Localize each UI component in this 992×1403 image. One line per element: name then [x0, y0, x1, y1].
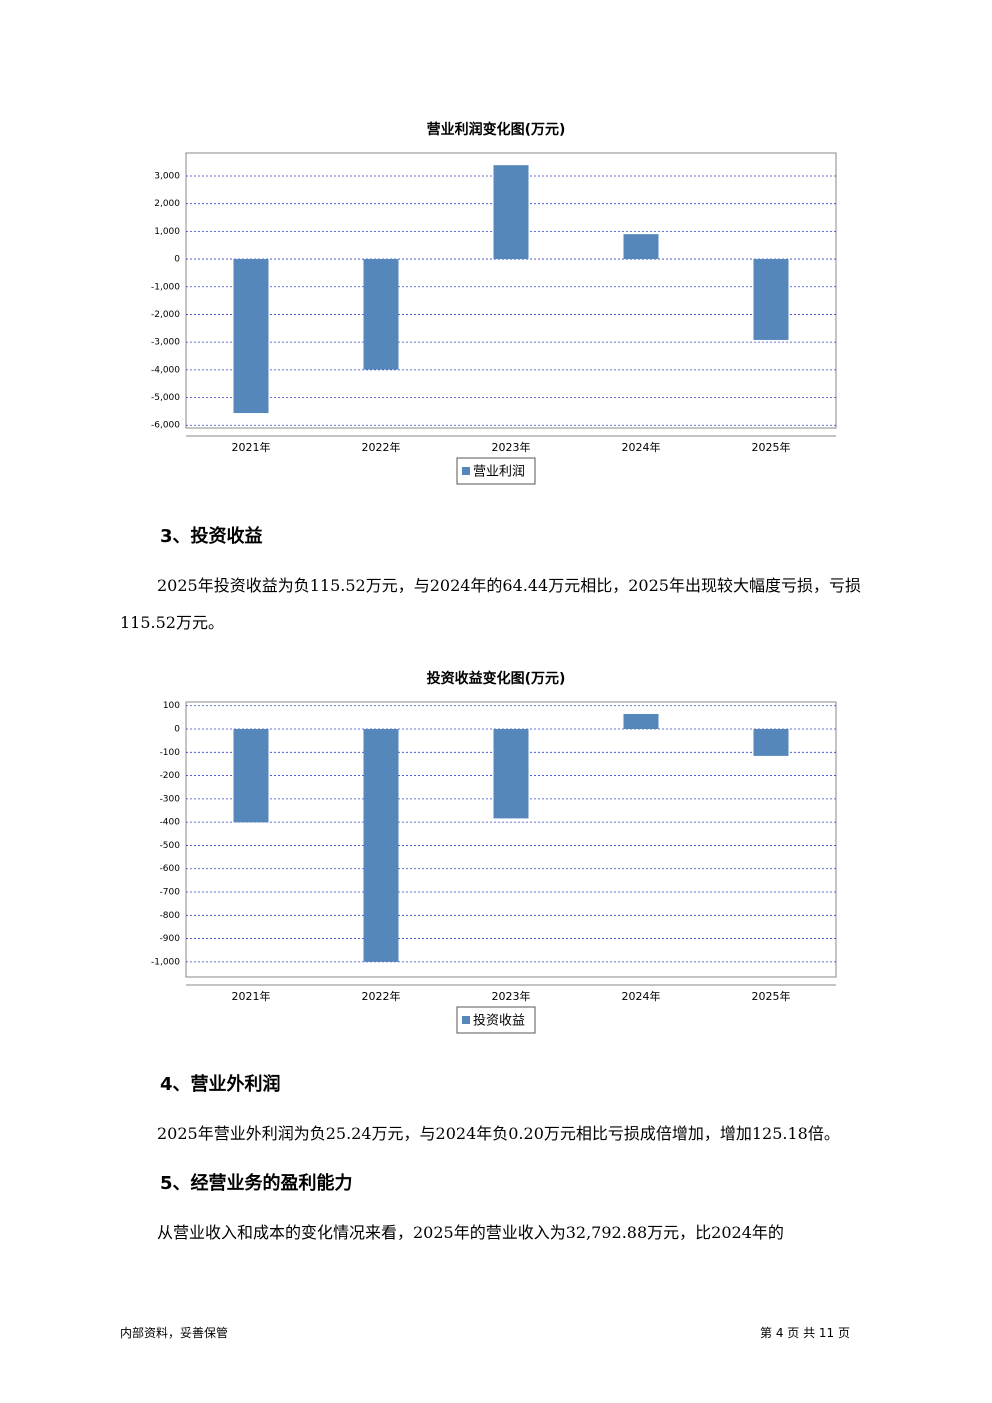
y-tick-label: -1,000	[151, 282, 180, 292]
footer-left: 内部资料，妥善保管	[120, 1326, 229, 1340]
chart: 营业利润变化图(万元) 3,000 2,000 1,000 0 -1,000 -2,000 -…	[151, 121, 837, 485]
bar	[753, 729, 789, 756]
y-tick-label: -3,000	[151, 338, 180, 348]
bar	[623, 714, 659, 730]
heading: 3、投资收益	[160, 526, 263, 547]
y-tick-label: -900	[160, 934, 181, 944]
y-tick-label: -4,000	[151, 365, 180, 375]
y-tick-label: -200	[160, 771, 181, 781]
y-tick-label: -6,000	[151, 421, 180, 431]
legend-swatch	[462, 467, 470, 475]
footer-right: 第 4 页 共 11 页	[760, 1326, 850, 1340]
x-tick-label: 2022年	[362, 989, 401, 1003]
x-tick-label: 2024年	[622, 440, 661, 454]
section: 5、经营业务的盈利能力 从营业收入和成本的变化情况来看，2025年的营业收入为3…	[120, 1169, 880, 1251]
x-tick-label: 2024年	[622, 989, 661, 1003]
bar	[493, 729, 529, 819]
y-tick-label: -600	[160, 864, 181, 874]
y-tick-label: 1,000	[154, 227, 180, 237]
bar	[623, 234, 659, 260]
y-tick-label: -1,000	[151, 957, 180, 967]
x-tick-label: 2025年	[752, 989, 791, 1003]
x-tick-label: 2023年	[492, 440, 531, 454]
y-tick-label: -100	[160, 748, 181, 758]
y-tick-label: 2,000	[154, 199, 180, 209]
y-tick-label: 0	[174, 255, 180, 265]
bar	[363, 729, 399, 962]
legend-swatch	[462, 1016, 470, 1024]
paragraph: 从营业收入和成本的变化情况来看，2025年的营业收入为32,792.88万元，比…	[157, 1223, 784, 1242]
bar	[753, 259, 789, 340]
section: 4、营业外利润 2025年营业外利润为负25.24万元，与2024年负0.20万…	[120, 1070, 880, 1152]
chart-title: 营业利润变化图(万元)	[427, 121, 566, 138]
y-tick-label: -800	[160, 911, 181, 921]
y-tick-label: -5,000	[151, 393, 180, 403]
bar	[233, 729, 269, 823]
x-tick-label: 2025年	[752, 440, 791, 454]
chart: 投资收益变化图(万元) 100 0 -100 -200 -300 -400 -500 -600 -…	[151, 670, 837, 1034]
legend-label: 投资收益	[473, 1013, 525, 1029]
y-tick-label: -500	[160, 841, 181, 851]
x-tick-label: 2023年	[492, 989, 531, 1003]
y-tick-label: -300	[160, 794, 181, 804]
bar	[493, 165, 529, 260]
x-tick-label: 2021年	[232, 989, 271, 1003]
y-tick-label: -400	[160, 818, 181, 828]
x-tick-label: 2022年	[362, 440, 401, 454]
y-tick-label: 0	[174, 725, 180, 735]
paragraph: 2025年营业外利润为负25.24万元，与2024年负0.20万元相比亏损成倍增…	[157, 1124, 840, 1143]
paragraph: 2025年投资收益为负115.52万元，与2024年的64.44万元相比，202…	[120, 576, 861, 632]
legend-label: 营业利润	[473, 465, 525, 480]
bar	[363, 259, 399, 370]
y-tick-label: 100	[163, 701, 180, 711]
y-tick-label: -2,000	[151, 310, 180, 320]
chart-title: 投资收益变化图(万元)	[427, 670, 566, 687]
y-tick-label: 3,000	[154, 171, 180, 181]
section: 3、投资收益 2025年投资收益为负115.52万元，与2024年的64.44万…	[120, 522, 880, 641]
x-tick-label: 2021年	[232, 440, 271, 454]
heading: 4、营业外利润	[160, 1074, 281, 1095]
heading: 5、经营业务的盈利能力	[160, 1173, 353, 1194]
bar	[233, 259, 269, 414]
y-tick-label: -700	[160, 888, 181, 898]
